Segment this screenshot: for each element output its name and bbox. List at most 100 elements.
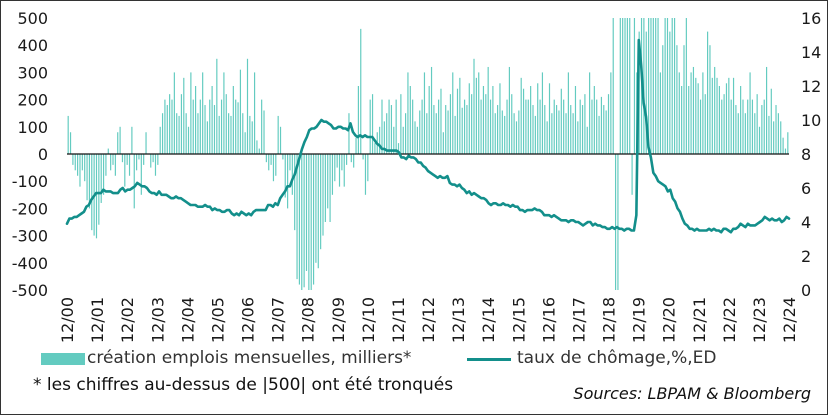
job-bar bbox=[287, 154, 289, 209]
job-bar bbox=[504, 115, 506, 154]
job-bar bbox=[268, 154, 270, 171]
job-bar bbox=[692, 66, 695, 154]
job-bar bbox=[544, 105, 546, 154]
job-bar bbox=[518, 110, 520, 154]
job-bar bbox=[603, 105, 605, 154]
job-bar bbox=[737, 113, 739, 154]
job-bar bbox=[322, 154, 324, 236]
job-bar bbox=[624, 18, 626, 154]
x-tick-label: 12/16 bbox=[539, 297, 558, 343]
job-bar bbox=[324, 154, 326, 222]
job-bar bbox=[195, 86, 197, 154]
job-bar bbox=[154, 154, 157, 176]
job-bar bbox=[81, 154, 83, 171]
job-bar bbox=[567, 72, 569, 154]
job-bar bbox=[629, 18, 631, 154]
job-bar bbox=[515, 121, 518, 154]
job-bar bbox=[166, 105, 168, 154]
job-bar bbox=[244, 132, 246, 154]
job-bar bbox=[416, 126, 418, 154]
x-tick-label: 12/18 bbox=[600, 297, 619, 343]
left-tick-label: 100 bbox=[17, 118, 48, 137]
legend-line-label: taux de chômage,%,ED bbox=[517, 348, 717, 368]
job-bar bbox=[348, 113, 350, 154]
job-bar bbox=[581, 105, 584, 154]
job-bar bbox=[482, 86, 485, 154]
job-bar bbox=[220, 99, 223, 154]
job-bar bbox=[537, 83, 539, 154]
x-tick-label: 12/22 bbox=[720, 297, 739, 343]
job-bar bbox=[678, 72, 680, 154]
job-bar bbox=[485, 94, 487, 154]
unemployment-rate-line bbox=[65, 38, 791, 234]
job-bar bbox=[622, 18, 624, 154]
job-bar bbox=[362, 154, 364, 160]
job-bar bbox=[711, 77, 713, 154]
x-tick-label: 12/12 bbox=[419, 297, 438, 343]
job-bar bbox=[239, 69, 242, 154]
job-bar bbox=[471, 94, 473, 154]
job-bar bbox=[534, 115, 536, 154]
job-bar bbox=[643, 18, 645, 154]
job-bar bbox=[180, 94, 183, 154]
job-bar bbox=[169, 94, 171, 154]
job-bar bbox=[409, 86, 411, 154]
job-bar bbox=[270, 154, 272, 165]
x-tick-label: 12/00 bbox=[58, 297, 77, 343]
job-bar bbox=[388, 99, 390, 154]
job-bar bbox=[492, 86, 494, 154]
x-tick-label: 12/11 bbox=[389, 297, 408, 343]
job-bar bbox=[279, 126, 282, 154]
job-bar bbox=[204, 105, 206, 154]
job-bar bbox=[327, 154, 329, 209]
x-tick-label: 12/06 bbox=[239, 297, 258, 343]
job-bar bbox=[527, 99, 529, 154]
job-bar bbox=[740, 86, 742, 154]
job-bar bbox=[626, 18, 628, 154]
job-bar bbox=[308, 154, 310, 290]
job-bar bbox=[190, 72, 192, 154]
job-bar bbox=[598, 115, 600, 154]
job-bar bbox=[664, 18, 666, 154]
job-bar bbox=[414, 121, 416, 154]
job-bar bbox=[773, 121, 775, 154]
job-bar bbox=[282, 154, 284, 160]
job-bar bbox=[716, 77, 718, 154]
job-bar bbox=[673, 18, 676, 154]
job-bar bbox=[421, 99, 423, 154]
job-bar bbox=[67, 115, 69, 154]
job-bar bbox=[360, 28, 362, 155]
right-tick-label: 14 bbox=[801, 43, 821, 62]
job-bar bbox=[579, 99, 581, 154]
job-bar bbox=[532, 105, 534, 154]
job-bar bbox=[386, 113, 388, 154]
job-bar bbox=[697, 83, 699, 154]
job-bar bbox=[216, 58, 218, 154]
right-tick-label: 8 bbox=[801, 145, 811, 164]
job-bar bbox=[754, 113, 756, 154]
x-tick-label: 12/10 bbox=[359, 297, 378, 343]
job-bar bbox=[405, 113, 407, 154]
left-tick-label: -200 bbox=[12, 199, 48, 218]
job-bar bbox=[688, 86, 690, 154]
job-bar bbox=[395, 99, 397, 154]
job-bar bbox=[284, 154, 286, 198]
job-bar bbox=[346, 154, 348, 165]
job-bar bbox=[541, 72, 544, 154]
job-bar bbox=[447, 110, 449, 154]
job-bar bbox=[702, 72, 704, 154]
job-bar bbox=[617, 154, 619, 290]
job-bar bbox=[357, 86, 359, 154]
right-tick-label: 16 bbox=[801, 9, 821, 28]
job-bar bbox=[185, 113, 187, 154]
job-bar bbox=[173, 72, 175, 154]
job-bar bbox=[551, 113, 553, 154]
left-tick-label: 300 bbox=[17, 63, 48, 82]
job-bar bbox=[183, 77, 185, 154]
job-bar bbox=[631, 154, 633, 195]
legend-bar-swatch bbox=[41, 353, 85, 365]
job-bar bbox=[407, 72, 409, 154]
job-bar bbox=[707, 31, 709, 155]
job-bar bbox=[367, 154, 369, 182]
